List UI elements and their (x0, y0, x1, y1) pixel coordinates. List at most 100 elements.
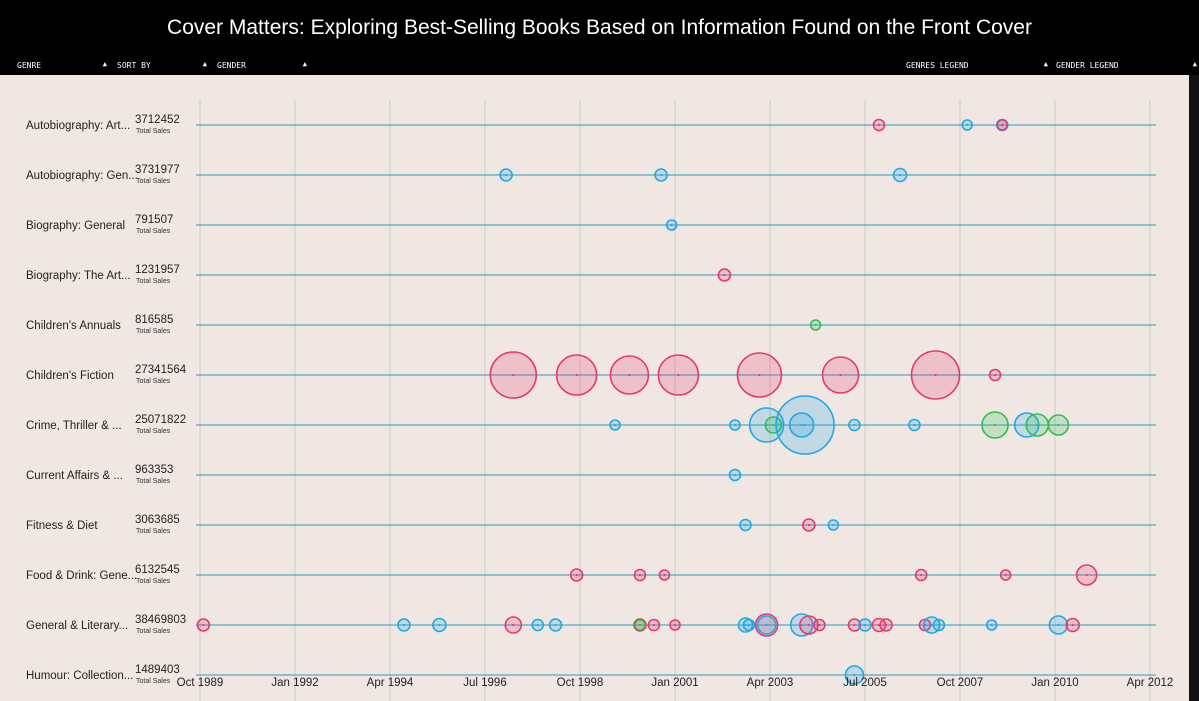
genre-label[interactable]: Autobiography: Art... (26, 120, 130, 132)
book-bubble-center (659, 173, 663, 177)
book-bubble-center (744, 623, 747, 627)
book-bubble-center (505, 173, 508, 177)
book-bubble-center (863, 623, 867, 627)
genre-dropdown-label: GENRE (17, 61, 42, 70)
gender-dropdown[interactable]: GENDER ▲ (217, 56, 307, 75)
book-bubble-center (402, 623, 406, 627)
total-sales-caption: Total Sales (136, 378, 171, 385)
page-title: Cover Matters: Exploring Best-Selling Bo… (0, 0, 1199, 56)
genre-label[interactable]: Fitness & Diet (26, 520, 98, 532)
book-bubble-center (673, 623, 677, 627)
x-axis-tick-label: Jul 1996 (463, 677, 506, 689)
genre-dropdown[interactable]: GENRE ▲ (17, 56, 107, 75)
genre-label[interactable]: Humour: Collection... (26, 670, 133, 682)
book-bubble-center (818, 623, 821, 627)
genre-label[interactable]: General & Literary... (26, 620, 128, 632)
x-axis-tick-label: Apr 2003 (747, 677, 794, 689)
genres-legend-label: GENRES LEGEND (906, 61, 969, 70)
book-bubble-center (613, 423, 617, 427)
genre-label[interactable]: Food & Drink: Gene... (26, 570, 137, 582)
total-sales-caption: Total Sales (136, 528, 171, 535)
x-axis-tick-label: Oct 2007 (937, 677, 984, 689)
book-bubble-center (744, 523, 747, 527)
genre-label[interactable]: Current Affairs & ... (26, 470, 123, 482)
book-bubble-center (512, 623, 515, 627)
chart-area: Autobiography: Art... 3712452 Total Sales A… (0, 75, 1189, 701)
book-bubble-center (807, 523, 810, 527)
genre-label[interactable]: Crime, Thriller & ... (26, 420, 122, 432)
genre-total-sales: 963353 (135, 464, 173, 476)
book-bubble-center (885, 623, 888, 627)
book-bubble-center (575, 573, 578, 577)
genre-label[interactable]: Autobiography: Gen... (26, 170, 138, 182)
book-bubble-center (1036, 423, 1039, 427)
book-bubble-center (814, 323, 817, 327)
x-axis-tick-label: Jan 1992 (271, 677, 318, 689)
genre-total-sales: 38469803 (135, 614, 186, 626)
book-bubble-center (663, 573, 666, 577)
gender-dropdown-label: GENDER (217, 61, 246, 70)
book-bubble-center (966, 123, 969, 127)
book-bubble-center (920, 573, 923, 577)
scrollbar-edge[interactable] (1189, 75, 1199, 701)
book-bubble-center (638, 623, 642, 627)
book-bubble-center (758, 373, 761, 377)
book-bubble-center (800, 423, 803, 427)
x-axis-tick-label: Oct 1998 (557, 677, 604, 689)
book-bubble-center (1057, 423, 1060, 427)
x-axis-tick-label: Jan 2010 (1031, 677, 1078, 689)
book-bubble-center (575, 373, 578, 377)
book-bubble-center (638, 573, 642, 577)
x-axis-tick-label: Apr 2012 (1127, 677, 1174, 689)
book-bubble-center (877, 123, 881, 127)
gender-legend-toggle[interactable]: GENDER LEGEND ▲ (1056, 56, 1197, 75)
book-bubble-center (512, 373, 515, 377)
total-sales-caption: Total Sales (136, 228, 171, 235)
book-bubble-center (839, 373, 842, 377)
book-bubble-center (930, 623, 933, 627)
total-sales-caption: Total Sales (136, 478, 171, 485)
genre-total-sales: 1489403 (135, 664, 180, 676)
sort-by-dropdown[interactable]: SORT BY ▲ (117, 56, 207, 75)
genre-total-sales: 3063685 (135, 514, 180, 526)
total-sales-caption: Total Sales (136, 628, 171, 635)
x-axis-tick-label: Apr 1994 (367, 677, 414, 689)
controls-bar: GENRE ▲ SORT BY ▲ GENDER ▲ GENRES LEGEND… (0, 56, 1199, 75)
book-bubble-center (765, 623, 768, 627)
genre-total-sales: 3731977 (135, 164, 180, 176)
gender-legend-label: GENDER LEGEND (1056, 61, 1119, 70)
book-bubble-center (1071, 623, 1074, 627)
book-bubble-center (898, 173, 902, 177)
book-bubble-center (670, 223, 673, 227)
book-bubble-center (993, 373, 997, 377)
book-bubble-center (1004, 573, 1007, 577)
genres-legend-toggle[interactable]: GENRES LEGEND ▲ (906, 56, 1048, 75)
book-bubble-center (677, 373, 680, 377)
book-bubble-center (536, 623, 539, 627)
genre-total-sales: 791507 (135, 214, 173, 226)
book-bubble-center (438, 623, 441, 627)
book-bubble-center (202, 623, 205, 627)
gender-legend-arrow-icon: ▲ (1192, 60, 1197, 68)
x-axis-tick-label: Jul 2005 (843, 677, 886, 689)
total-sales-caption: Total Sales (136, 428, 171, 435)
genre-label[interactable]: Children's Fiction (26, 370, 114, 382)
book-bubble-center (937, 623, 940, 627)
book-bubble-center (853, 673, 856, 677)
total-sales-caption: Total Sales (136, 278, 171, 285)
book-bubble-center (832, 523, 835, 527)
book-bubble-center (853, 623, 856, 627)
book-bubble-center (628, 373, 631, 377)
genre-label[interactable]: Children's Annuals (26, 320, 121, 332)
book-bubble-center (800, 623, 803, 627)
book-bubble-center (723, 273, 726, 277)
genre-label[interactable]: Biography: General (26, 220, 125, 232)
genre-total-sales: 27341564 (135, 364, 187, 376)
genres-legend-arrow-icon: ▲ (1043, 60, 1048, 68)
book-bubble-center (747, 623, 750, 627)
genre-label[interactable]: Biography: The Art... (26, 270, 131, 282)
x-axis-tick-label: Oct 1989 (177, 677, 224, 689)
genre-total-sales: 3712452 (135, 114, 180, 126)
x-axis-tick-label: Jan 2001 (651, 677, 698, 689)
book-bubble-center (853, 423, 856, 427)
